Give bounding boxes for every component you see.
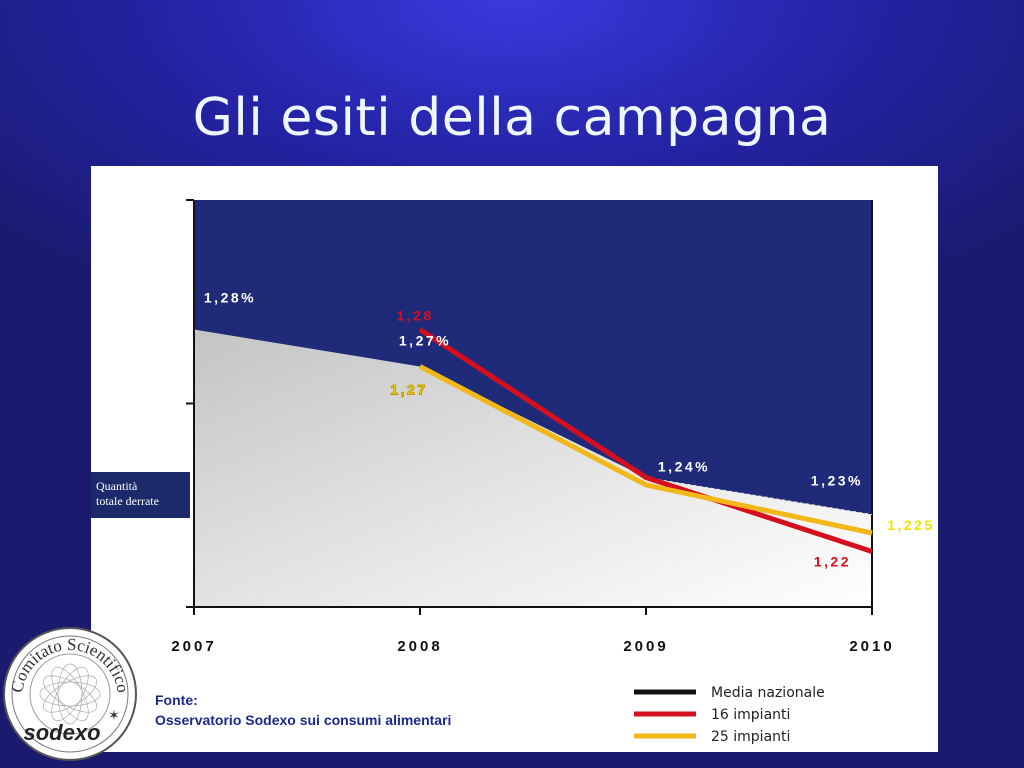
- source-note: Fonte: Osservatorio Sodexo sui consumi a…: [155, 690, 451, 730]
- logo-star-icon: ✶: [108, 707, 120, 723]
- source-label: Fonte:: [155, 692, 198, 708]
- logo-brand: sodexo: [23, 720, 100, 745]
- side-label-box: Quantità totale derrate: [91, 472, 190, 518]
- x-tick-label: 2007: [171, 638, 216, 655]
- data-label: 1,22: [814, 554, 851, 570]
- series-line-25-impianti: [418, 364, 873, 536]
- source-text: Osservatorio Sodexo sui consumi alimenta…: [155, 712, 452, 728]
- data-label: 1,27: [390, 382, 427, 398]
- media-nazionale-line: [645, 477, 873, 515]
- area-media-nazionale: [194, 329, 872, 607]
- data-label: 1,28: [396, 308, 433, 324]
- slide-title: Gli esiti della campagna: [192, 88, 832, 148]
- x-tick-label: 2010: [849, 638, 894, 655]
- legend-label: Media nazionale: [711, 685, 825, 701]
- comitato-scientifico-logo: Comitato Scientifico ✶ sodexo: [2, 626, 138, 767]
- sodexo-seal-icon: Comitato Scientifico ✶ sodexo: [3, 627, 137, 761]
- legend-label: 25 impianti: [711, 729, 790, 745]
- side-label-line2: totale derrate: [96, 494, 159, 508]
- x-tick-label: 2008: [397, 638, 442, 655]
- side-label-line1: Quantità: [96, 479, 138, 493]
- data-label: 1,225: [887, 517, 935, 533]
- chart-panel: 2007 2008 2009 2010 1,28% 1,27% 1,24% 1,23% 1,2…: [91, 166, 938, 752]
- x-tick-label: 2009: [623, 638, 668, 655]
- data-label: 1,27%: [399, 333, 451, 349]
- data-label: 1,23%: [811, 473, 863, 489]
- legend-label: 16 impianti: [711, 707, 790, 723]
- series-line-16-impianti: [418, 327, 873, 554]
- data-label: 1,28%: [204, 290, 256, 306]
- data-label: 1,24%: [658, 459, 710, 475]
- line-chart: 2007 2008 2009 2010 1,28% 1,27% 1,24% 1,23% 1,2…: [171, 199, 935, 745]
